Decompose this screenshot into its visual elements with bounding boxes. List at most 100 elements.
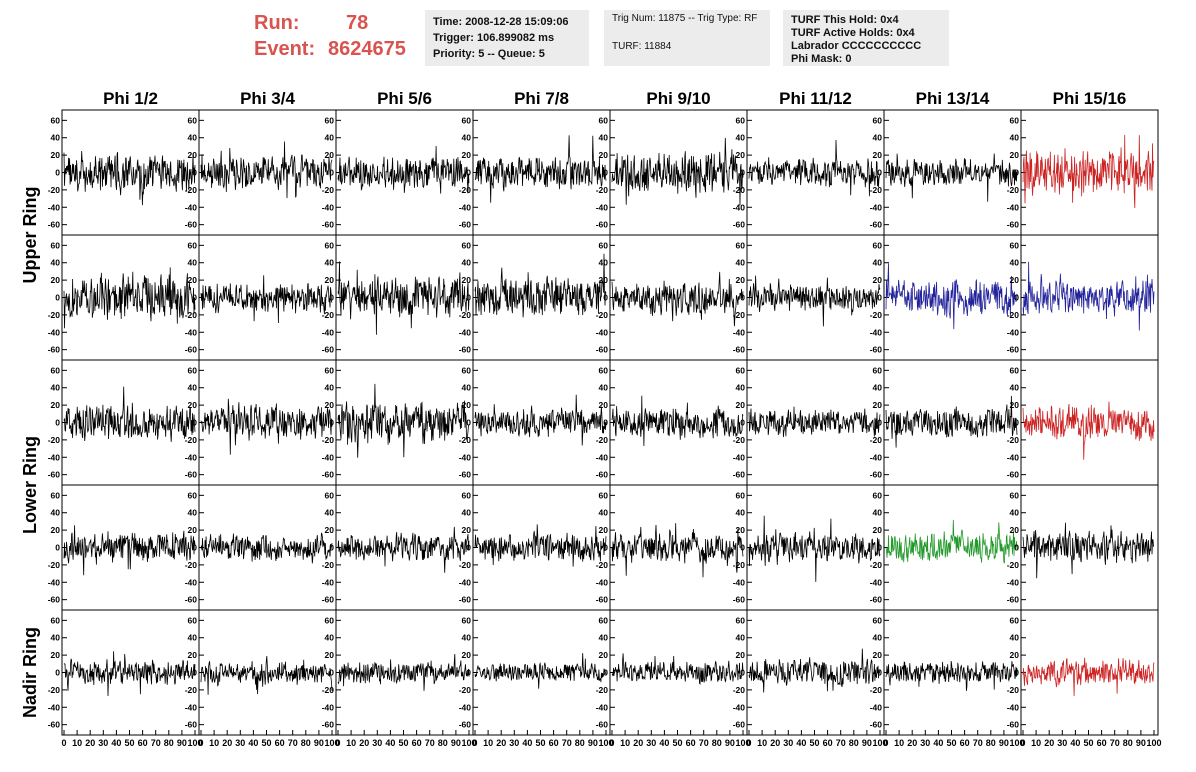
y-tick-label: 60 [51, 240, 61, 250]
x-tick-label: 10 [346, 738, 356, 748]
x-tick-label: 40 [522, 738, 532, 748]
y-tick-label: 60 [599, 365, 609, 375]
x-tick-label: 100 [461, 738, 476, 748]
x-tick-label: 60 [412, 738, 422, 748]
y-tick-label: -60 [1007, 345, 1020, 355]
waveform-trace [63, 651, 196, 697]
y-tick-label: 0 [329, 168, 334, 178]
y-tick-label: -20 [48, 185, 61, 195]
y-tick-label: 60 [873, 365, 883, 375]
y-tick-label: 0 [192, 293, 197, 303]
y-tick-label: -40 [185, 452, 198, 462]
y-tick-label: -40 [1007, 202, 1020, 212]
y-tick-label: -20 [733, 560, 746, 570]
y-tick-label: 0 [192, 543, 197, 553]
y-tick-label: -40 [322, 452, 335, 462]
x-tick-label: 60 [1097, 738, 1107, 748]
x-tick-label: 100 [187, 738, 202, 748]
waveform-trace [748, 515, 881, 582]
x-tick-label: 90 [451, 738, 461, 748]
y-tick-label: 0 [466, 543, 471, 553]
y-tick-label: 20 [736, 400, 746, 410]
y-tick-label: -40 [870, 202, 883, 212]
y-tick-label: 0 [329, 668, 334, 678]
y-tick-label: 20 [599, 400, 609, 410]
y-tick-label: 60 [1010, 615, 1020, 625]
y-tick-label: -40 [48, 577, 61, 587]
x-tick-label: 10 [483, 738, 493, 748]
x-tick-label: 100 [1009, 738, 1024, 748]
y-tick-label: 60 [599, 115, 609, 125]
y-tick-label: 60 [1010, 115, 1020, 125]
y-tick-label: 40 [599, 383, 609, 393]
y-tick-label: 60 [599, 615, 609, 625]
trigger-text: Trigger: 106.899082 ms [433, 32, 555, 44]
y-tick-label: 40 [1010, 258, 1020, 268]
y-tick-label: -60 [596, 220, 609, 230]
y-tick-label: -60 [185, 595, 198, 605]
x-tick-label: 10 [1031, 738, 1041, 748]
y-tick-label: 40 [188, 508, 198, 518]
y-tick-label: -60 [459, 720, 472, 730]
y-tick-label: -40 [185, 327, 198, 337]
x-tick-label: 60 [686, 738, 696, 748]
y-tick-label: -60 [48, 720, 61, 730]
x-tick-label: 50 [398, 738, 408, 748]
x-tick-label: 80 [1123, 738, 1133, 748]
y-tick-label: -60 [1007, 595, 1020, 605]
waveform-trace [474, 394, 607, 446]
y-tick-label: -60 [322, 470, 335, 480]
waveform-trace [611, 395, 744, 447]
y-tick-label: -60 [322, 720, 335, 730]
x-tick-label: 100 [598, 738, 613, 748]
y-tick-label: 40 [1010, 383, 1020, 393]
y-tick-label: -40 [185, 577, 198, 587]
x-tick-label: 0 [609, 738, 614, 748]
y-tick-label: 20 [325, 150, 335, 160]
x-tick-label: 90 [862, 738, 872, 748]
y-tick-label: 20 [736, 525, 746, 535]
y-tick-label: 60 [1010, 240, 1020, 250]
y-tick-label: 20 [873, 400, 883, 410]
waveform-trace [474, 653, 607, 689]
y-tick-label: 0 [1014, 293, 1019, 303]
y-tick-label: -60 [185, 345, 198, 355]
y-tick-label: -60 [185, 470, 198, 480]
y-tick-label: -60 [733, 345, 746, 355]
y-tick-label: -60 [1007, 470, 1020, 480]
y-tick-label: 60 [462, 240, 472, 250]
x-tick-label: 10 [620, 738, 630, 748]
trig-num-text: Trig Num: 11875 -- Trig Type: RF [612, 13, 758, 24]
y-tick-label: -20 [870, 185, 883, 195]
y-tick-label: -20 [733, 185, 746, 195]
y-tick-label: -20 [1007, 560, 1020, 570]
x-tick-label: 100 [872, 738, 887, 748]
x-tick-label: 70 [1110, 738, 1120, 748]
y-tick-label: 40 [599, 133, 609, 143]
waveform-trace [200, 275, 333, 324]
waveform-trace [885, 519, 1018, 564]
y-tick-label: -40 [870, 452, 883, 462]
y-tick-label: 60 [325, 490, 335, 500]
y-tick-label: 20 [1010, 150, 1020, 160]
labrador-text: Labrador CCCCCCCCCC [791, 40, 922, 52]
y-tick-label: -20 [48, 435, 61, 445]
y-tick-label: -40 [870, 327, 883, 337]
y-tick-label: -40 [322, 202, 335, 212]
y-tick-label: 40 [51, 508, 61, 518]
waveform-trace [1022, 134, 1155, 209]
y-tick-label: -20 [322, 310, 335, 320]
y-tick-label: -40 [1007, 577, 1020, 587]
y-tick-label: -20 [596, 685, 609, 695]
y-tick-label: -60 [322, 345, 335, 355]
y-tick-label: 0 [466, 293, 471, 303]
y-tick-label: -20 [870, 310, 883, 320]
y-tick-label: 20 [51, 275, 61, 285]
y-tick-label: 40 [736, 133, 746, 143]
waveform-trace [63, 386, 196, 442]
y-tick-label: 20 [51, 150, 61, 160]
y-tick-label: 20 [599, 650, 609, 660]
time-text: Time: 2008-12-28 15:09:06 [433, 16, 569, 28]
y-tick-label: 20 [1010, 400, 1020, 410]
y-tick-label: -40 [459, 702, 472, 712]
